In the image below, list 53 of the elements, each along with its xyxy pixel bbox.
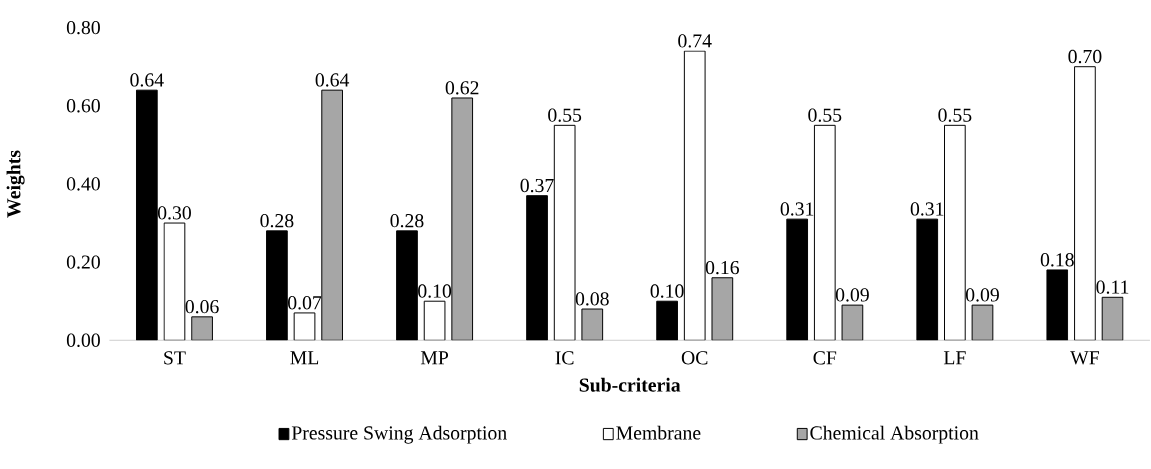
x-axis-title: Sub-criteria bbox=[579, 378, 681, 393]
data-label: 0.18 bbox=[1040, 253, 1074, 267]
legend-label: Pressure Swing Adsorption bbox=[291, 425, 507, 444]
bar bbox=[423, 300, 446, 341]
x-tick-label: MP bbox=[420, 351, 449, 365]
y-tick-label: 0.20 bbox=[66, 255, 100, 270]
bar bbox=[683, 50, 706, 341]
bar bbox=[711, 277, 734, 341]
data-label: 0.28 bbox=[390, 214, 424, 228]
bar bbox=[163, 222, 186, 341]
data-label: 0.55 bbox=[808, 108, 842, 123]
x-tick-label: LF bbox=[943, 351, 966, 365]
y-axis-title: Weights bbox=[6, 150, 25, 218]
bar bbox=[321, 89, 343, 341]
x-tick-label: ML bbox=[290, 351, 319, 365]
data-label: 0.09 bbox=[965, 288, 999, 302]
data-label: 0.10 bbox=[418, 284, 452, 298]
data-label: 0.55 bbox=[938, 108, 972, 123]
data-label: 0.70 bbox=[1068, 50, 1102, 64]
legend-label: Membrane bbox=[616, 425, 701, 440]
y-tick-label: 0.60 bbox=[66, 99, 100, 113]
bar bbox=[191, 316, 213, 341]
data-label: 0.31 bbox=[780, 202, 814, 216]
data-label: 0.08 bbox=[575, 292, 609, 306]
bar bbox=[451, 97, 474, 341]
legend-label: Chemical Absorption bbox=[810, 425, 979, 444]
data-label: 0.31 bbox=[910, 202, 944, 216]
bar bbox=[293, 312, 316, 341]
x-tick-label: WF bbox=[1070, 351, 1100, 365]
data-label: 0.37 bbox=[520, 179, 554, 193]
bar bbox=[553, 125, 576, 341]
x-tick-label: ST bbox=[164, 351, 186, 365]
bar bbox=[813, 125, 836, 341]
x-tick-label: IC bbox=[555, 351, 574, 365]
x-tick-label: CF bbox=[813, 351, 837, 365]
bar bbox=[944, 125, 966, 341]
y-tick-label: 0.80 bbox=[66, 21, 100, 35]
data-label: 0.30 bbox=[157, 206, 191, 220]
data-label: 0.62 bbox=[445, 81, 479, 95]
data-label: 0.28 bbox=[260, 214, 294, 228]
y-tick-label: 0.40 bbox=[66, 177, 100, 191]
y-tick-label: 0.00 bbox=[66, 333, 100, 348]
bar bbox=[1074, 66, 1096, 341]
data-label: 0.10 bbox=[650, 284, 684, 298]
data-label: 0.55 bbox=[548, 108, 582, 123]
data-label: 0.09 bbox=[835, 288, 869, 302]
data-label: 0.11 bbox=[1096, 280, 1129, 295]
data-label: 0.06 bbox=[185, 300, 219, 314]
data-label: 0.64 bbox=[315, 73, 350, 87]
data-label: 0.74 bbox=[678, 34, 712, 48]
data-label: 0.64 bbox=[130, 73, 164, 87]
x-tick-label: OC bbox=[681, 351, 708, 365]
bar bbox=[1101, 297, 1124, 341]
